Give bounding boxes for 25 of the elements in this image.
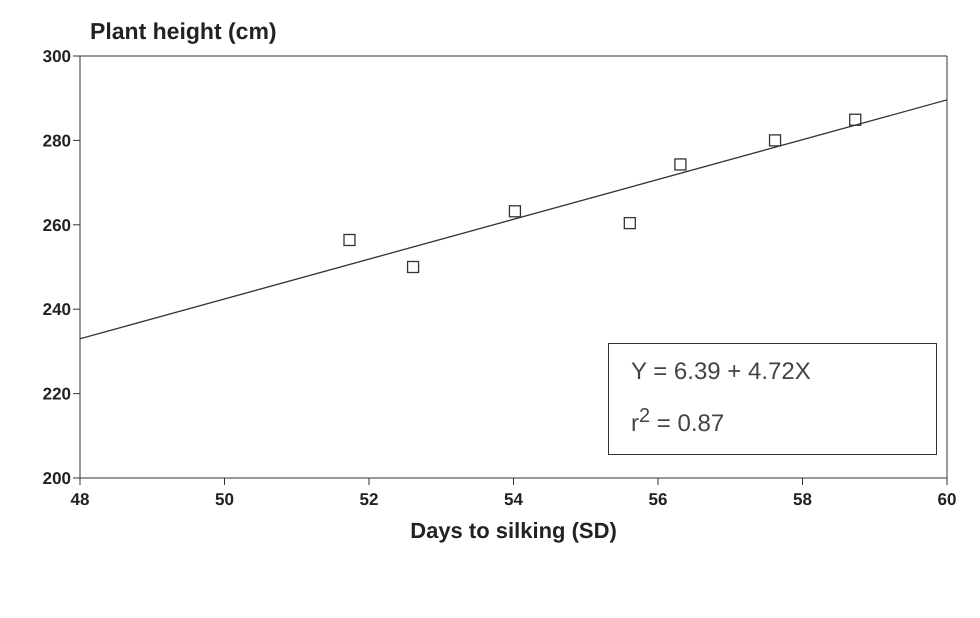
annotation: Y = 6.39 + 4.72X [631,357,812,387]
point [674,158,687,171]
chart-title: Plant height (cm) [90,18,277,45]
point [768,134,782,147]
x-axis-title: Days to silking (SD) [410,518,617,543]
point [849,114,862,126]
point [624,216,636,230]
y-tick-label: 200 [42,469,71,488]
x-tick-label: 54 [504,490,524,510]
point [508,205,522,218]
annotation: r$^{2}$ = 0.87 [631,404,726,439]
x-tick-label: 50 [215,490,234,510]
y-tick-label: 300 [42,47,71,66]
y-tick-label: 240 [42,300,71,320]
point [406,260,420,274]
y-tick-label: 280 [42,131,71,150]
x-tick-label: 56 [648,490,668,510]
x-tick-label: 60 [938,490,956,510]
text-frame: Y = 6.39 + 4.72X r$^{2}$ = 0.87 [608,343,937,455]
y-tick-label: 220 [42,384,71,404]
x-tick-label: 48 [70,490,90,510]
x-tick-label: 58 [793,490,812,510]
point [343,234,356,246]
x-tick-label: 52 [360,490,378,510]
y-tick-label: 260 [42,216,71,235]
